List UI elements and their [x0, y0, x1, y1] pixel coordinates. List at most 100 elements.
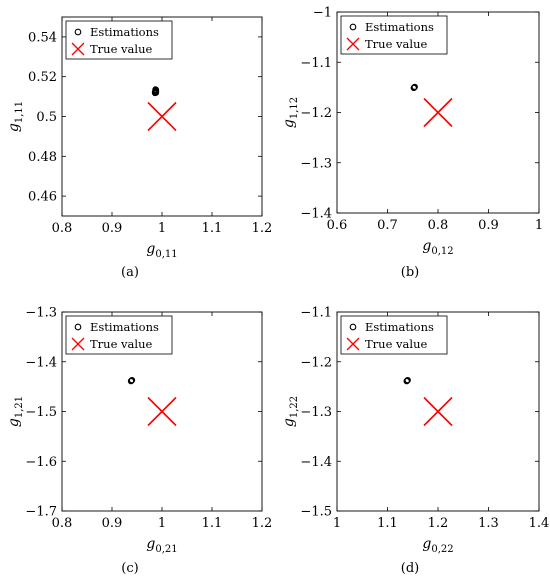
x-tick-label: 0.9 [102, 221, 123, 236]
y-tick-label: −1.2 [300, 355, 332, 370]
x-tick-label: 1.2 [428, 516, 449, 531]
y-tick-label: 0.48 [28, 150, 57, 165]
x-tick-label: 1.2 [252, 516, 273, 531]
legend: Estimations True value [340, 315, 448, 355]
x-tick-label: 1.2 [252, 221, 273, 236]
legend-label-estimations: Estimations [90, 25, 159, 39]
x-tick-label: 1.1 [202, 221, 223, 236]
y-tick-label: 0.52 [28, 70, 57, 85]
x-tick-label: 0.8 [428, 218, 449, 233]
legend-x-icon [346, 37, 360, 51]
y-tick-label: −1.1 [300, 306, 332, 321]
true-value-marker [147, 396, 177, 427]
true-value-stroke [423, 97, 453, 128]
true-value-stroke [147, 101, 177, 132]
x-tick-label: 0.6 [327, 218, 348, 233]
legend-label-true-value: True value [365, 337, 427, 351]
panel-caption: (c) [121, 561, 138, 576]
true-value-marker [423, 396, 453, 427]
legend-box [65, 315, 173, 355]
x-tick-label: 1 [333, 516, 341, 531]
y-tick-label: −1.6 [25, 455, 57, 470]
y-axis-label: g1,11 [6, 101, 25, 132]
legend-label-estimations: Estimations [365, 320, 434, 334]
x-tick-label: 0.9 [102, 516, 123, 531]
estimation-point [128, 377, 136, 384]
chart-panel-3: 0.8 0.9 1 1.1 1.2 −1.7 −1.6 −1.5 −1.4 −1.3 g0,21 g1… [6, 306, 272, 577]
legend-box [65, 20, 173, 60]
panel-caption: (b) [401, 265, 419, 280]
y-tick-label: −1.7 [25, 505, 57, 520]
y-tick-label: −1.4 [25, 355, 57, 370]
legend-circle-icon [74, 323, 82, 331]
y-tick-label: 0.54 [28, 30, 57, 45]
panel-caption: (a) [121, 265, 139, 280]
true-value-marker [423, 97, 453, 128]
x-tick-label: 1 [158, 221, 166, 236]
x-tick-label: 1 [158, 516, 166, 531]
y-tick-label: 0.5 [36, 110, 57, 125]
y-axis-label: g1,21 [6, 396, 25, 427]
legend-x-stroke [71, 42, 85, 56]
panel-caption: (d) [401, 561, 419, 576]
legend-x-icon [71, 42, 85, 56]
chart-panel-2: 0.6 0.7 0.8 0.9 1 −1.4 −1.3 −1.2 −1.1 −1 g0,12 g1,1… [281, 6, 543, 281]
legend-circle-icon [349, 323, 357, 331]
y-tick-label: −1.5 [300, 505, 332, 520]
x-tick-label: 1.1 [202, 516, 223, 531]
chart-panel-1: 0.8 0.9 1 1.1 1.2 0.46 0.48 0.5 0.52 0.54 g0,11 g1,… [6, 16, 273, 280]
chart-panel-4: 1 1.1 1.2 1.3 1.4 −1.5 −1.4 −1.3 −1.2 −1.1 g0,22 g1… [281, 306, 549, 577]
x-tick-label: 0.8 [52, 516, 73, 531]
legend: Estimations True value [65, 315, 173, 355]
legend-x-icon [71, 337, 85, 351]
y-tick-label: −1.2 [300, 106, 332, 121]
estimation-point [152, 86, 159, 93]
x-tick-label: 1.4 [529, 516, 550, 531]
legend-box [340, 15, 448, 55]
legend-box [340, 315, 448, 355]
estimation-point [404, 377, 411, 384]
legend-x-icon [346, 337, 360, 351]
y-tick-label: −1 [313, 6, 332, 21]
legend: Estimations True value [65, 20, 173, 60]
x-tick-label: 1.1 [377, 516, 398, 531]
x-axis-label: g0,21 [146, 536, 177, 555]
y-tick-label: −1.5 [25, 405, 57, 420]
legend-circle-icon [349, 23, 357, 31]
y-tick-label: −1.4 [300, 455, 332, 470]
estimation-point [411, 83, 418, 91]
y-tick-label: −1.3 [300, 156, 332, 171]
y-axis-label: g1,12 [281, 97, 300, 128]
legend-label-estimations: Estimations [365, 20, 434, 34]
legend-x-stroke [71, 337, 85, 351]
legend-label-estimations: Estimations [90, 320, 159, 334]
y-tick-label: −1.4 [300, 207, 332, 222]
legend: Estimations True value [340, 15, 448, 55]
legend-label-true-value: True value [365, 37, 427, 51]
y-tick-label: −1.1 [300, 56, 332, 71]
estimation-point [152, 89, 160, 96]
y-tick-label: 0.46 [28, 190, 57, 205]
x-tick-label: 0.8 [52, 221, 73, 236]
x-tick-label: 1 [535, 218, 543, 233]
legend-circle-icon [74, 28, 82, 36]
true-value-stroke [423, 396, 453, 427]
legend-x-stroke [346, 37, 360, 51]
x-tick-label: 0.7 [377, 218, 398, 233]
y-axis-label: g1,22 [281, 396, 300, 427]
legend-label-true-value: True value [90, 337, 152, 351]
x-tick-label: 0.9 [478, 218, 499, 233]
x-axis-label: g0,22 [422, 536, 453, 555]
y-tick-label: −1.3 [25, 306, 57, 321]
true-value-marker [147, 101, 177, 132]
x-axis-label: g0,12 [422, 238, 453, 257]
true-value-stroke [147, 396, 177, 427]
estimation-point [151, 88, 159, 95]
y-tick-label: −1.3 [300, 405, 332, 420]
x-axis-label: g0,11 [146, 241, 177, 260]
x-tick-label: 1.3 [478, 516, 499, 531]
legend-label-true-value: True value [90, 42, 152, 56]
legend-x-stroke [346, 337, 360, 351]
